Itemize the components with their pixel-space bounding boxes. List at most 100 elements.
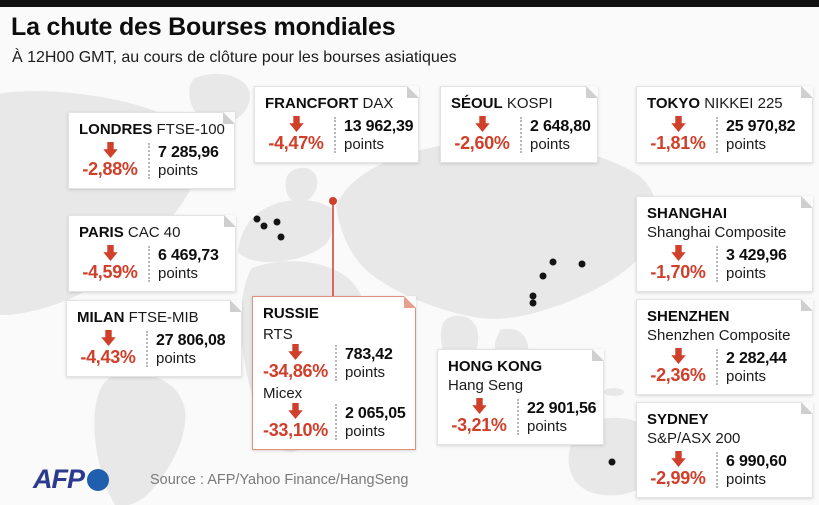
percent-change: -3,21% bbox=[451, 415, 507, 435]
points-value: 6 469,73 bbox=[158, 246, 219, 264]
dotted-divider bbox=[334, 117, 336, 153]
card-title: MILAN FTSE-MIB bbox=[77, 308, 232, 327]
index-name: CAC 40 bbox=[127, 224, 181, 241]
city-name: MILAN bbox=[77, 309, 125, 326]
points-unit: points bbox=[158, 264, 199, 282]
dotted-divider bbox=[716, 349, 718, 385]
down-arrow-icon bbox=[670, 116, 686, 132]
percent-change: -4,47% bbox=[268, 133, 324, 153]
continent-south-america bbox=[94, 373, 186, 505]
city-name: SYDNEY bbox=[647, 411, 709, 428]
down-arrow-icon bbox=[670, 451, 686, 467]
points-value: 22 901,56 bbox=[527, 399, 597, 417]
marker-shanghai bbox=[539, 272, 547, 280]
down-arrow-icon bbox=[100, 330, 116, 346]
market-card-seoul: SÉOUL KOSPI -2,60% 2 648,80 points bbox=[440, 86, 598, 163]
market-card-hong-kong: HONG KONG Hang Seng -3,21% 22 901,56 poi… bbox=[437, 349, 604, 445]
percent-change: -4,43% bbox=[80, 347, 136, 367]
region-japan bbox=[583, 246, 604, 288]
points-unit: points bbox=[344, 135, 385, 153]
dotted-divider bbox=[716, 117, 718, 153]
down-arrow-icon bbox=[288, 116, 304, 132]
down-arrow-icon bbox=[288, 344, 303, 360]
down-arrow-icon bbox=[102, 142, 118, 158]
marker-seoul bbox=[549, 258, 557, 266]
points-value: 2 065,05 bbox=[344, 404, 406, 422]
card-title: SHANGHAI Shanghai Composite bbox=[647, 204, 803, 242]
dotted-divider bbox=[334, 345, 337, 381]
page-title: La chute des Bourses mondiales bbox=[11, 13, 396, 41]
city-name: RUSSIE bbox=[263, 305, 319, 322]
dotted-divider bbox=[716, 452, 718, 488]
market-card-shanghai: SHANGHAI Shanghai Composite -1,70% 3 429… bbox=[636, 196, 813, 292]
city-name: TOKYO bbox=[647, 95, 701, 112]
market-card-russie: RUSSIE RTS -34,86% 783,42 points Micex -… bbox=[252, 296, 416, 450]
points-unit: points bbox=[726, 367, 767, 385]
city-name: SHENZHEN bbox=[647, 308, 730, 325]
market-card-londres: LONDRES FTSE-100 -2,88% 7 285,96 points bbox=[68, 112, 235, 189]
down-arrow-icon bbox=[474, 116, 490, 132]
points-value: 13 962,39 bbox=[344, 117, 414, 135]
index-name: FTSE-MIB bbox=[128, 309, 199, 326]
marker-london bbox=[253, 215, 261, 223]
points-unit: points bbox=[344, 363, 385, 381]
market-card-tokyo: TOKYO NIKKEI 225 -1,81% 25 970,82 points bbox=[636, 86, 813, 163]
points-value: 3 429,96 bbox=[726, 246, 787, 264]
points-value: 25 970,82 bbox=[726, 117, 796, 135]
city-name: PARIS bbox=[79, 224, 124, 241]
percent-change: -33,10% bbox=[263, 420, 328, 440]
dotted-divider bbox=[334, 404, 337, 440]
percent-change: -1,70% bbox=[650, 262, 706, 282]
continent-europe bbox=[238, 199, 334, 262]
city-name: FRANCFORT bbox=[265, 95, 359, 112]
continent-scandinavia bbox=[285, 167, 318, 203]
city-name: SHANGHAI bbox=[647, 205, 728, 222]
points-unit: points bbox=[527, 417, 568, 435]
market-card-sydney: SYDNEY S&P/ASX 200 -2,99% 6 990,60 point… bbox=[636, 402, 813, 498]
percent-change: -1,81% bbox=[650, 133, 706, 153]
city-name: SÉOUL bbox=[451, 95, 503, 112]
index-name: Hang Seng bbox=[448, 377, 524, 394]
city-name: LONDRES bbox=[79, 121, 153, 138]
card-title: TOKYO NIKKEI 225 bbox=[647, 94, 803, 113]
points-unit: points bbox=[158, 161, 199, 179]
card-title: FRANCFORT DAX bbox=[265, 94, 409, 113]
card-title: RUSSIE bbox=[263, 304, 406, 323]
index-name: KOSPI bbox=[506, 95, 553, 112]
index-name: FTSE-100 bbox=[156, 121, 225, 138]
percent-change: -2,60% bbox=[454, 133, 510, 153]
marker-hong-kong bbox=[529, 299, 537, 307]
index-name: Micex bbox=[263, 385, 303, 402]
market-card-shenzhen: SHENZHEN Shenzhen Composite -2,36% 2 282… bbox=[636, 299, 813, 395]
points-value: 2 282,44 bbox=[726, 349, 787, 367]
index-name: S&P/ASX 200 bbox=[647, 430, 741, 447]
percent-change: -2,88% bbox=[82, 159, 138, 179]
afp-logo: AFP bbox=[33, 464, 109, 495]
card-title: HONG KONG Hang Seng bbox=[448, 357, 594, 395]
marker-frankfurt bbox=[273, 218, 281, 226]
city-name: HONG KONG bbox=[448, 358, 543, 375]
index-name: RTS bbox=[263, 326, 293, 343]
dotted-divider bbox=[148, 143, 150, 179]
source-credit: Source : AFP/Yahoo Finance/HangSeng bbox=[150, 472, 409, 488]
card-title: LONDRES FTSE-100 bbox=[79, 120, 225, 139]
card-title: SHENZHEN Shenzhen Composite bbox=[647, 307, 803, 345]
market-card-paris: PARIS CAC 40 -4,59% 6 469,73 points bbox=[68, 215, 236, 292]
marker-milan bbox=[277, 233, 285, 241]
percent-change: -34,86% bbox=[263, 361, 328, 381]
index-name: Shanghai Composite bbox=[647, 224, 787, 241]
card-title: SÉOUL KOSPI bbox=[451, 94, 588, 113]
market-card-milan: MILAN FTSE-MIB -4,43% 27 806,08 points bbox=[66, 300, 242, 377]
points-value: 27 806,08 bbox=[156, 331, 226, 349]
afp-logo-text: AFP bbox=[33, 464, 85, 494]
points-unit: points bbox=[156, 349, 197, 367]
dotted-divider bbox=[146, 331, 148, 367]
marker-shenzhen bbox=[529, 292, 537, 300]
marker-tokyo bbox=[578, 260, 586, 268]
dotted-divider bbox=[520, 117, 522, 153]
afp-globe-icon bbox=[87, 468, 109, 491]
dotted-divider bbox=[148, 246, 150, 282]
index-name: NIKKEI 225 bbox=[704, 95, 783, 112]
points-value: 2 648,80 bbox=[530, 117, 591, 135]
marker-moscow bbox=[329, 197, 337, 205]
